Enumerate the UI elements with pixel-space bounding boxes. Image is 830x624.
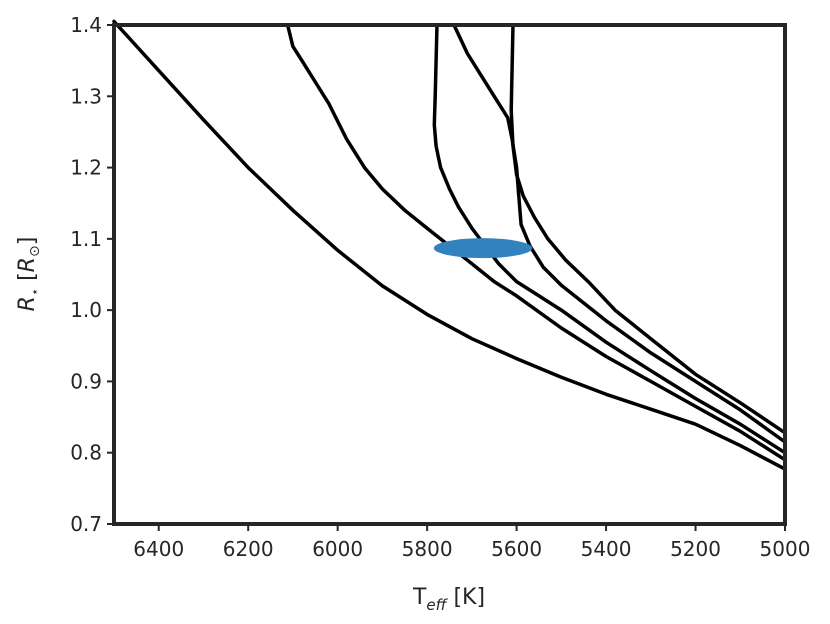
track-line-5: [509, 23, 787, 435]
y-tick-label: 1.0: [70, 298, 102, 322]
y-tick-label: 1.2: [70, 156, 102, 180]
track-line-4: [452, 23, 787, 444]
x-tick-label: 5600: [491, 537, 542, 561]
x-tick-label: 5400: [581, 537, 632, 561]
x-tick-label: 5800: [402, 537, 453, 561]
y-tick-label: 1.1: [70, 227, 102, 251]
x-tick-label: 6400: [133, 537, 184, 561]
x-tick-label: 5000: [760, 537, 811, 561]
track-line-1: [112, 19, 787, 471]
x-axis-ticks: 6400 6200 6000 5800 5600 5400 5200 5000: [133, 524, 810, 561]
y-tick-label: 1.3: [70, 84, 102, 108]
x-tick-label: 5200: [670, 537, 721, 561]
track-line-2: [285, 23, 787, 462]
y-axis-ticks: 0.7 0.8 0.9 1.0 1.1 1.2 1.3 1.4: [70, 13, 114, 536]
x-tick-label: 6000: [312, 537, 363, 561]
x-tick-label: 6200: [223, 537, 274, 561]
annotation-layer: [433, 238, 533, 259]
measurement-ellipse: [433, 238, 533, 259]
y-tick-label: 0.8: [70, 441, 102, 465]
y-tick-label: 1.4: [70, 13, 102, 37]
plot-frame: [112, 23, 787, 526]
y-axis-label: R⋆ [R⊙]: [15, 237, 43, 312]
y-tick-label: 0.9: [70, 369, 102, 393]
y-tick-label: 0.7: [70, 512, 102, 536]
x-axis-label: Teff [K]: [412, 585, 485, 614]
